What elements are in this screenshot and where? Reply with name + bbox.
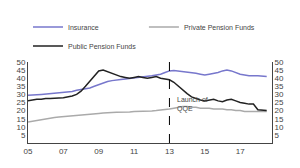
svg-text:5: 5	[21, 131, 26, 140]
svg-text:50: 50	[16, 58, 25, 67]
svg-text:07: 07	[59, 147, 68, 156]
svg-text:Launch ofQQE: Launch ofQQE	[177, 96, 208, 113]
svg-text:Insurance: Insurance	[68, 24, 99, 31]
svg-text:25: 25	[16, 98, 25, 107]
svg-text:30: 30	[275, 90, 284, 99]
svg-text:30: 30	[16, 90, 25, 99]
svg-text:15: 15	[200, 147, 209, 156]
svg-text:35: 35	[275, 82, 284, 91]
svg-text:50: 50	[275, 58, 284, 67]
svg-text:20: 20	[16, 106, 25, 115]
svg-text:11: 11	[130, 147, 139, 156]
svg-text:40: 40	[16, 74, 25, 83]
svg-text:20: 20	[275, 106, 284, 115]
svg-text:10: 10	[275, 123, 284, 132]
svg-text:17: 17	[236, 147, 245, 156]
svg-text:15: 15	[275, 115, 284, 124]
svg-text:40: 40	[275, 74, 284, 83]
svg-text:45: 45	[275, 66, 284, 75]
svg-text:5: 5	[275, 131, 280, 140]
svg-text:05: 05	[24, 147, 33, 156]
svg-text:Public Pension Funds: Public Pension Funds	[68, 43, 136, 50]
svg-text:13: 13	[165, 147, 174, 156]
svg-text:15: 15	[16, 115, 25, 124]
svg-text:25: 25	[275, 98, 284, 107]
svg-text:45: 45	[16, 66, 25, 75]
svg-text:10: 10	[16, 123, 25, 132]
svg-text:35: 35	[16, 82, 25, 91]
svg-text:Private Pension Funds: Private Pension Funds	[184, 24, 255, 31]
svg-text:09: 09	[94, 147, 103, 156]
